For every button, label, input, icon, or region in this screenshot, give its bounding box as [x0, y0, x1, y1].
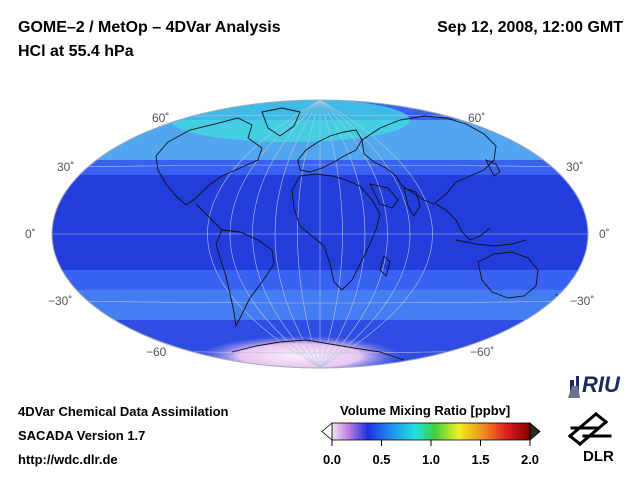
lat-labels-left: 60˚ 30˚ 0˚ −30˚ −60 — [25, 111, 169, 359]
field-antarctic-cap — [200, 336, 400, 368]
lat-labels-right: 60˚ 30˚ 0˚ −30˚ −60˚ — [468, 111, 610, 359]
globe-outline — [51, 99, 589, 369]
colorbar-tick-label-2: 1.0 — [421, 452, 441, 467]
colorbar-title: Volume Mixing Ratio [ppbv] — [340, 403, 511, 418]
coast-europe — [297, 129, 363, 173]
colorbar-tick-label-0: 0.0 — [322, 452, 342, 467]
coast-indonesia — [455, 239, 527, 247]
lat-label-right-m30: −30˚ — [570, 294, 594, 308]
coastlines — [155, 107, 563, 361]
lat-label-left-m30: −30˚ — [48, 294, 72, 308]
dlr-logo-icon — [567, 412, 612, 447]
colorbar-tick-label-1: 0.5 — [372, 452, 391, 467]
coast-antarctica — [231, 339, 405, 361]
coast-madagascar — [379, 255, 391, 277]
lat-label-left-m60: −60 — [146, 345, 167, 359]
footer-url[interactable]: http://wdc.dlr.de — [18, 452, 118, 467]
dlr-logo-text: DLR — [583, 448, 614, 465]
field-arctic — [170, 100, 410, 142]
lat-label-right-0: 0˚ — [599, 227, 610, 241]
coast-africa — [291, 173, 381, 291]
lat-label-right-60: 60˚ — [468, 111, 485, 125]
coast-southeast-asia — [435, 203, 491, 241]
map-subtitle: HCl at 55.4 hPa — [18, 43, 134, 60]
map-title: GOME–2 / MetOp – 4DVar Analysis — [18, 19, 281, 36]
colorbar — [321, 422, 541, 446]
coast-japan — [485, 159, 501, 177]
coast-greenland — [261, 107, 301, 137]
riu-logo-text: RIU — [582, 372, 620, 397]
lat-label-right-m60: −60˚ — [470, 345, 494, 359]
coast-india — [403, 187, 421, 217]
footer-version: SACADA Version 1.7 — [18, 428, 146, 443]
coast-arabia — [369, 183, 399, 209]
colorbar-gradient — [331, 422, 531, 441]
coast-asia — [361, 115, 497, 205]
colorbar-min-arrow — [321, 422, 333, 441]
riu-logo-icon — [568, 376, 580, 398]
coast-central-america — [195, 203, 223, 231]
graticule — [52, 100, 588, 368]
analysis-datetime: Sep 12, 2008, 12:00 GMT — [437, 19, 623, 36]
lat-label-left-30: 30˚ — [57, 160, 74, 174]
lat-label-right-30: 30˚ — [566, 160, 583, 174]
coast-north-america — [155, 117, 263, 206]
coast-south-america — [215, 229, 275, 328]
colorbar-tick-label-3: 1.5 — [471, 452, 490, 467]
coast-australia — [477, 251, 539, 299]
footer-system-name: 4DVar Chemical Data Assimilation — [18, 404, 229, 419]
colorbar-max-arrow — [529, 422, 541, 441]
colorbar-tick-label-4: 2.0 — [520, 452, 540, 467]
lat-label-left-60: 60˚ — [152, 111, 169, 125]
lat-label-left-0: 0˚ — [25, 227, 36, 241]
